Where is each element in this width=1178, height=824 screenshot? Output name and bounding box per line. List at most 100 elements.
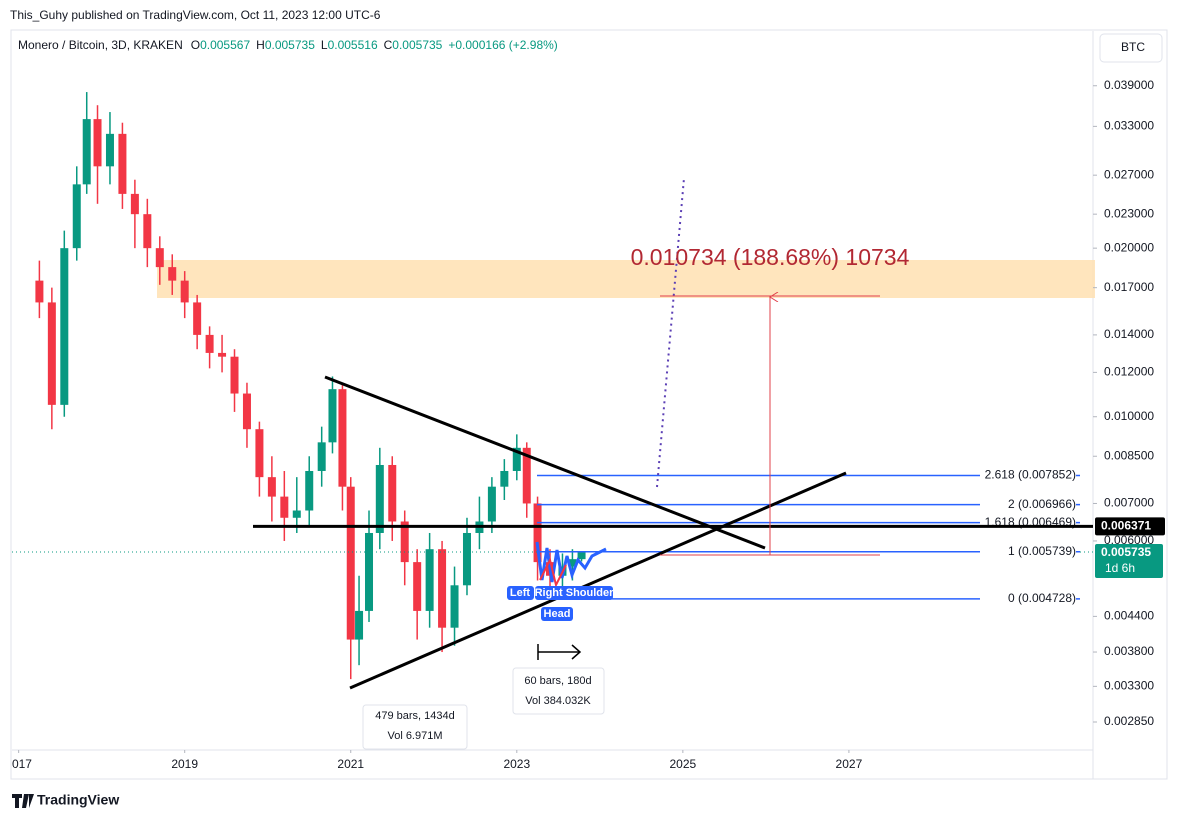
x-tick-label: 2017 — [5, 757, 32, 771]
resistance-zone — [157, 260, 1095, 298]
label-box — [535, 586, 613, 600]
ohlc-key: O — [191, 38, 200, 52]
brand-logo — [12, 794, 34, 808]
y-tick-label: 0.006000 — [1104, 533, 1154, 547]
pattern-neck — [539, 557, 567, 588]
candle-body — [118, 133, 127, 194]
ohlc-key: H — [256, 38, 265, 52]
fib-label-bg — [980, 590, 1076, 607]
candle-body — [218, 352, 227, 357]
fib-label: 0 (0.004728) — [1008, 591, 1076, 605]
range-text: Vol 384.032K — [525, 695, 591, 707]
head-shoulders-pattern — [535, 541, 607, 583]
last-price-label: 0.005735 — [1101, 545, 1151, 559]
candle-body — [450, 585, 459, 628]
projection-path — [656, 177, 685, 488]
y-tick-label: 0.010000 — [1104, 409, 1154, 423]
candle-body — [255, 429, 264, 478]
currency[interactable]: BTC — [1121, 40, 1145, 54]
pattern-label: Left — [510, 587, 531, 599]
fib-label-bg — [980, 543, 1076, 560]
x-axis: 2017 2019 2021 2023 2025 2027 — [5, 750, 863, 771]
y-tick-label: 0.023000 — [1104, 206, 1154, 220]
y-tick-label: 0.012000 — [1104, 365, 1154, 379]
candle-body — [267, 477, 276, 497]
candle-body — [205, 334, 214, 353]
label-box — [507, 586, 534, 600]
chart-frame — [10, 29, 1168, 780]
candle-body — [355, 610, 364, 640]
x-tick-label: 2021 — [337, 757, 364, 771]
candle-body — [533, 503, 542, 563]
range-box — [512, 667, 605, 715]
ohlc: O0.005567 H0.005735 L0.005516 C0.005735 — [191, 38, 443, 52]
candle-body — [328, 389, 337, 443]
candle-body — [512, 447, 521, 471]
fib-label-bg — [980, 496, 1076, 513]
candle-body — [568, 559, 577, 567]
y-tick-label: 0.033000 — [1104, 119, 1154, 133]
last-price-tag — [1095, 543, 1163, 578]
candle-body — [305, 470, 314, 511]
candle-body — [35, 280, 44, 303]
range-text: 479 bars, 1434d — [375, 710, 455, 722]
y-tick-label: 0.027000 — [1104, 167, 1154, 181]
ohlc-value: 0.005735 — [392, 38, 442, 52]
ohlc-value: 0.005735 — [265, 38, 315, 52]
pattern-label: Head — [544, 608, 571, 620]
fib-label: 2 (0.006966) — [1008, 497, 1076, 511]
candle-body — [193, 302, 202, 335]
candle-body — [180, 280, 189, 303]
ohlc-value: 0.005567 — [200, 38, 250, 52]
target-label: 0.010734 (188.68%) 10734 — [631, 244, 910, 270]
trendline-upper — [324, 375, 766, 550]
y-tick-label: 0.003300 — [1104, 679, 1154, 693]
candle-body — [105, 133, 114, 167]
price-tag — [1095, 517, 1165, 536]
candle-body — [72, 184, 81, 249]
ohlc-key: C — [384, 38, 393, 52]
ohlc-key: L — [321, 38, 328, 52]
fib-label: 1 (0.005739) — [1008, 544, 1076, 558]
trendline-lower — [349, 471, 847, 690]
candle-body — [143, 214, 152, 249]
candle-body — [292, 510, 301, 518]
currency-button[interactable] — [1099, 33, 1163, 63]
candle-body — [438, 549, 447, 628]
levels: 2.618 (0.007852)2 (0.006966)1.618 (0.006… — [12, 467, 1093, 607]
candle-body — [400, 521, 409, 563]
candle-body — [577, 551, 586, 560]
candle-body — [388, 464, 397, 522]
candle-body — [375, 464, 384, 533]
candle-body — [462, 532, 471, 586]
symbol: Monero / Bitcoin, 3D, KRAKEN — [18, 38, 183, 52]
candle-body — [346, 486, 355, 640]
range-text: 60 bars, 180d — [524, 675, 591, 687]
candles — [35, 92, 586, 680]
countdown: 1d 6h — [1105, 561, 1135, 575]
y-tick-label: 0.004400 — [1104, 609, 1154, 623]
candle-body — [500, 470, 509, 487]
candle-body — [230, 356, 239, 394]
y-tick-label: 0.017000 — [1104, 280, 1154, 294]
candle-body — [280, 496, 289, 518]
candle-body — [365, 532, 374, 611]
x-tick-label: 2023 — [503, 757, 530, 771]
candle-body — [93, 119, 102, 167]
y-tick-label: 0.003800 — [1104, 644, 1154, 658]
candle-body — [487, 486, 496, 522]
x-tick-label: 2019 — [171, 757, 198, 771]
candle-body — [338, 389, 347, 487]
byline: This_Guhy published on TradingView.com, … — [10, 8, 381, 22]
candle-body — [317, 442, 326, 471]
y-tick-label: 0.007000 — [1104, 496, 1154, 510]
y-tick-label: 0.039000 — [1104, 78, 1154, 92]
range-box — [362, 704, 468, 750]
candle-body — [155, 248, 164, 268]
change: +0.000166 (+2.98%) — [448, 38, 557, 52]
x-tick-label: 2025 — [669, 757, 696, 771]
axis-layer: 0.039000 0.033000 0.027000 0.023000 0.020000… — [5, 78, 1154, 771]
price-tags: 0.006371 0.005735 1d 6h — [1095, 517, 1165, 578]
fib-label-bg — [980, 467, 1076, 484]
